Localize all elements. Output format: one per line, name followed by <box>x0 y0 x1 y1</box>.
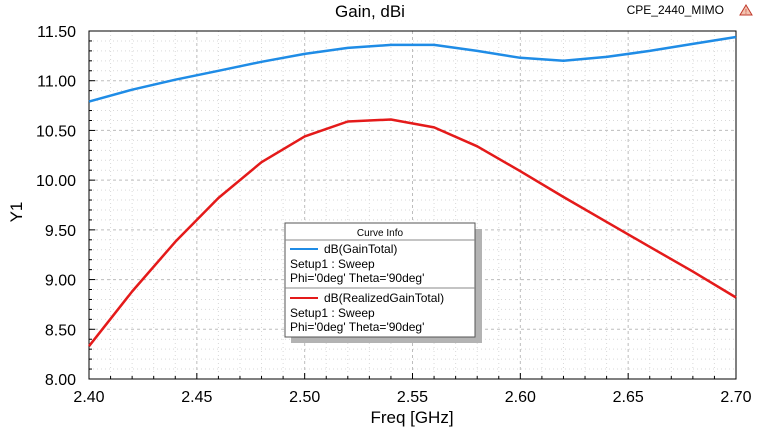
legend-title: Curve Info <box>357 228 404 239</box>
x-tick-label: 2.40 <box>73 389 104 406</box>
y-tick-label: 11.50 <box>37 24 76 41</box>
y-tick-label: 9.50 <box>45 223 76 240</box>
x-tick-label: 2.65 <box>613 389 644 406</box>
series-layer <box>88 35 737 347</box>
legend-angles-realized-gain-total: Phi='0deg' Theta='90deg' <box>290 320 424 334</box>
legend-box <box>284 222 476 338</box>
y-tick-label: 9.00 <box>45 273 76 290</box>
series-line-1 <box>88 118 737 347</box>
x-tick-label: 2.70 <box>720 389 751 406</box>
x-tick-label: 2.60 <box>505 389 536 406</box>
y-axis-label: Y1 <box>7 202 26 223</box>
legend-setup-gain-total: Setup1 : Sweep <box>290 257 375 271</box>
legend[interactable]: Curve Info dB(GainTotal) Setup1 : Sweep … <box>284 222 482 343</box>
series-line-0 <box>88 35 737 103</box>
y-tick-label: 10.00 <box>36 173 76 190</box>
x-axis-label: Freq [GHz] <box>370 408 453 427</box>
x-tick-label: 2.50 <box>289 389 320 406</box>
x-tick-label: 2.45 <box>181 389 212 406</box>
y-tick-label: 11.00 <box>37 74 76 91</box>
project-label: CPE_2440_MIMO <box>627 3 724 17</box>
svg-text:!: ! <box>745 9 747 16</box>
y-tick-label: 8.50 <box>45 322 76 339</box>
x-tick-label: 2.55 <box>397 389 428 406</box>
legend-setup-realized-gain-total: Setup1 : Sweep <box>290 306 375 320</box>
axis-ticks: 2.40 2.45 2.50 2.55 2.60 2.65 2.70 8.00 8.50 9.00… <box>36 24 752 406</box>
logo-icon: ! <box>739 4 753 16</box>
legend-label-realized-gain-total: dB(RealizedGainTotal) <box>324 291 444 305</box>
legend-label-gain-total: dB(GainTotal) <box>324 242 397 256</box>
y-tick-label: 10.50 <box>36 123 76 140</box>
chart-title: Gain, dBi <box>335 2 405 21</box>
legend-angles-gain-total: Phi='0deg' Theta='90deg' <box>290 271 424 285</box>
y-tick-label: 8.00 <box>45 372 76 389</box>
